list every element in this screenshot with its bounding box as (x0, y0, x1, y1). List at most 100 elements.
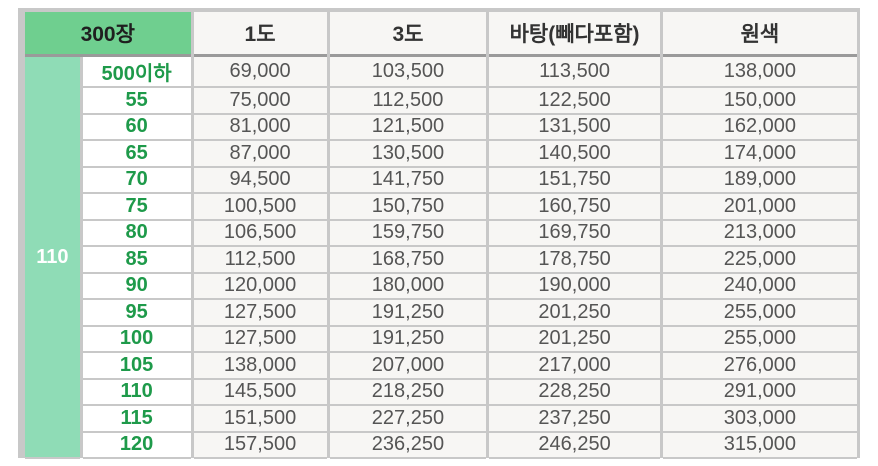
price-1-color-cell: 87,000 (193, 141, 327, 168)
price-background-cell: 246,250 (489, 432, 660, 459)
table-row: 75 100,500 150,750 160,750 201,000 (25, 194, 857, 221)
header-quantity: 300장 (25, 12, 191, 57)
price-3-color-cell: 103,500 (329, 57, 487, 88)
price-background-cell: 217,000 (489, 353, 660, 380)
price-3-color-cell: 227,250 (329, 406, 487, 433)
table-row: 110 500이하 69,000 103,500 113,500 138,000 (25, 57, 857, 459)
quantity-cell: 100 (82, 326, 191, 353)
price-background-cell: 169,750 (489, 220, 660, 247)
quantity-cell: 70 (82, 167, 191, 194)
table-row: 95 127,500 191,250 201,250 255,000 (25, 300, 857, 327)
price-3-color-cell: 150,750 (329, 194, 487, 221)
price-background-cell: 140,500 (489, 141, 660, 168)
quantity-cell: 65 (82, 141, 191, 168)
price-3-color-cell: 207,000 (329, 353, 487, 380)
price-3-color-cell: 112,500 (329, 88, 487, 115)
quantity-cell: 85 (82, 247, 191, 274)
price-background-cell: 160,750 (489, 194, 660, 221)
price-3-color-cell: 218,250 (329, 379, 487, 406)
quantity-cell: 90 (82, 273, 191, 300)
header-3-color: 3도 (329, 12, 487, 57)
price-full-color-cell: 255,000 (662, 300, 857, 327)
price-1-color-cell: 151,500 (193, 406, 327, 433)
price-full-color-cell: 225,000 (662, 247, 857, 274)
price-background-cell: 228,250 (489, 379, 660, 406)
price-3-color-cell: 236,250 (329, 432, 487, 459)
quantity-cell: 115 (82, 406, 191, 433)
price-1-color-cell: 100,500 (193, 194, 327, 221)
price-1-color-cell: 127,500 (193, 326, 327, 353)
price-background-cell: 178,750 (489, 247, 660, 274)
price-full-color-cell: 189,000 (662, 167, 857, 194)
table-row: 70 94,500 141,750 151,750 189,000 (25, 167, 857, 194)
quantity-cell: 105 (82, 353, 191, 380)
price-3-color-cell: 159,750 (329, 220, 487, 247)
table-row: 65 87,000 130,500 140,500 174,000 (25, 141, 857, 168)
price-background-cell: 190,000 (489, 273, 660, 300)
price-1-color-cell: 157,500 (193, 432, 327, 459)
size-label: 110 (25, 57, 80, 459)
price-full-color-cell: 174,000 (662, 141, 857, 168)
quantity-cell: 110 (82, 379, 191, 406)
table-row: 60 81,000 121,500 131,500 162,000 (25, 114, 857, 141)
price-table-body: 110 500이하 69,000 103,500 113,500 138,000 55 75,… (25, 57, 857, 459)
price-background-cell: 201,250 (489, 326, 660, 353)
price-table-frame: 300장 1도 3도 바탕(빼다포함) 원색 110 500이하 69,000 103… (18, 8, 860, 459)
header-full-color: 원색 (662, 12, 857, 57)
price-full-color-cell: 162,000 (662, 114, 857, 141)
quantity-cell: 95 (82, 300, 191, 327)
price-1-color-cell: 138,000 (193, 353, 327, 380)
table-row: 100 127,500 191,250 201,250 255,000 (25, 326, 857, 353)
price-3-color-cell: 168,750 (329, 247, 487, 274)
price-background-cell: 151,750 (489, 167, 660, 194)
price-background-cell: 122,500 (489, 88, 660, 115)
price-background-cell: 201,250 (489, 300, 660, 327)
price-1-color-cell: 106,500 (193, 220, 327, 247)
quantity-cell: 75 (82, 194, 191, 221)
price-3-color-cell: 191,250 (329, 326, 487, 353)
price-3-color-cell: 130,500 (329, 141, 487, 168)
quantity-cell: 60 (82, 114, 191, 141)
price-full-color-cell: 291,000 (662, 379, 857, 406)
price-1-color-cell: 145,500 (193, 379, 327, 406)
table-row: 80 106,500 159,750 169,750 213,000 (25, 220, 857, 247)
price-3-color-cell: 180,000 (329, 273, 487, 300)
price-3-color-cell: 141,750 (329, 167, 487, 194)
quantity-cell: 500이하 (82, 57, 191, 88)
price-full-color-cell: 255,000 (662, 326, 857, 353)
price-background-cell: 237,250 (489, 406, 660, 433)
table-row: 115 151,500 227,250 237,250 303,000 (25, 406, 857, 433)
header-1-color: 1도 (193, 12, 327, 57)
price-1-color-cell: 94,500 (193, 167, 327, 194)
table-row: 55 75,000 112,500 122,500 150,000 (25, 88, 857, 115)
table-row: 120 157,500 236,250 246,250 315,000 (25, 432, 857, 459)
price-background-cell: 113,500 (489, 57, 660, 88)
price-full-color-cell: 240,000 (662, 273, 857, 300)
quantity-cell: 80 (82, 220, 191, 247)
price-full-color-cell: 201,000 (662, 194, 857, 221)
price-1-color-cell: 75,000 (193, 88, 327, 115)
price-1-color-cell: 112,500 (193, 247, 327, 274)
price-full-color-cell: 303,000 (662, 406, 857, 433)
price-1-color-cell: 81,000 (193, 114, 327, 141)
price-full-color-cell: 213,000 (662, 220, 857, 247)
price-1-color-cell: 69,000 (193, 57, 327, 88)
table-row: 90 120,000 180,000 190,000 240,000 (25, 273, 857, 300)
price-background-cell: 131,500 (489, 114, 660, 141)
price-1-color-cell: 120,000 (193, 273, 327, 300)
table-row: 85 112,500 168,750 178,750 225,000 (25, 247, 857, 274)
price-3-color-cell: 191,250 (329, 300, 487, 327)
header-row: 300장 1도 3도 바탕(빼다포함) 원색 (25, 12, 857, 57)
price-1-color-cell: 127,500 (193, 300, 327, 327)
price-full-color-cell: 276,000 (662, 353, 857, 380)
price-full-color-cell: 138,000 (662, 57, 857, 88)
price-table: 300장 1도 3도 바탕(빼다포함) 원색 110 500이하 69,000 103… (22, 12, 860, 459)
price-full-color-cell: 150,000 (662, 88, 857, 115)
table-row: 105 138,000 207,000 217,000 276,000 (25, 353, 857, 380)
price-full-color-cell: 315,000 (662, 432, 857, 459)
price-3-color-cell: 121,500 (329, 114, 487, 141)
header-background: 바탕(빼다포함) (489, 12, 660, 57)
quantity-cell: 55 (82, 88, 191, 115)
quantity-cell: 120 (82, 432, 191, 459)
table-row: 110 145,500 218,250 228,250 291,000 (25, 379, 857, 406)
